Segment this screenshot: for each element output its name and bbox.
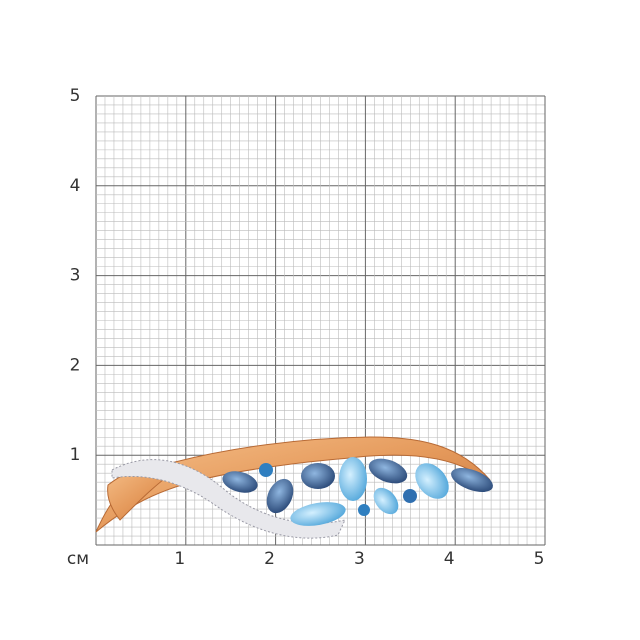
x-label: см bbox=[67, 549, 89, 569]
y-label: 3 bbox=[70, 266, 81, 286]
stone bbox=[301, 463, 335, 489]
y-label: 1 bbox=[70, 445, 81, 465]
stone bbox=[222, 471, 258, 493]
y-label: 4 bbox=[70, 176, 81, 196]
stone bbox=[368, 458, 408, 484]
stone bbox=[451, 467, 493, 493]
x-label: 2 bbox=[264, 549, 275, 569]
stone bbox=[415, 463, 449, 499]
stone bbox=[373, 487, 399, 515]
x-label: 5 bbox=[534, 549, 545, 569]
y-label: 5 bbox=[70, 86, 81, 106]
stone bbox=[290, 502, 346, 526]
brooch bbox=[95, 436, 493, 539]
stone bbox=[266, 478, 294, 514]
x-label: 1 bbox=[174, 549, 185, 569]
stone bbox=[339, 457, 367, 501]
stone bbox=[259, 463, 273, 477]
stone bbox=[358, 504, 370, 516]
y-label: 2 bbox=[70, 355, 81, 375]
axis-labels: 5 4 3 2 1 см 1 2 3 4 5 bbox=[67, 86, 545, 569]
x-label: 3 bbox=[354, 549, 365, 569]
diamond-pave bbox=[111, 459, 346, 539]
stone bbox=[403, 489, 417, 503]
x-label: 4 bbox=[444, 549, 455, 569]
